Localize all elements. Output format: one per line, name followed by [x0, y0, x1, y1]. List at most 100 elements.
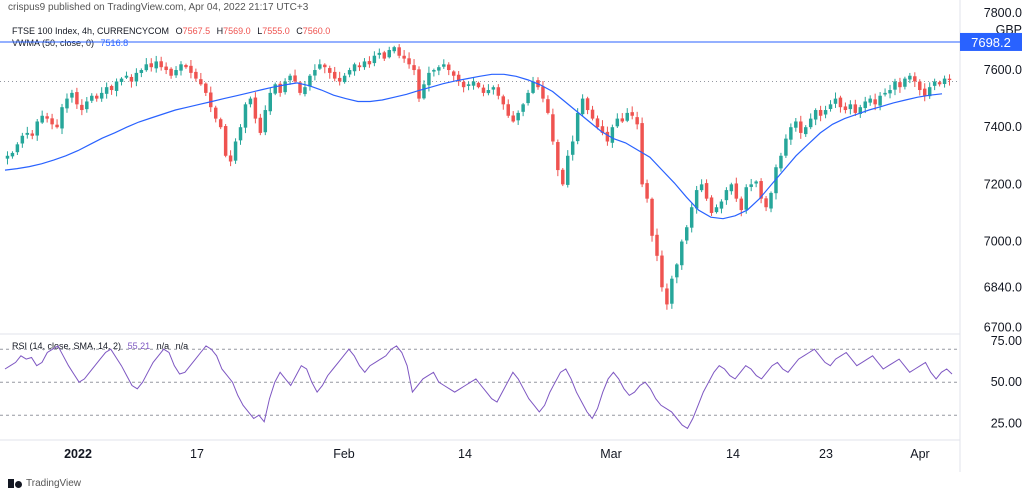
price-tick-label: 7000.0	[984, 235, 1022, 249]
rsi-value: 55.21	[127, 341, 151, 351]
candle-body	[784, 138, 788, 156]
candle-body	[104, 87, 109, 94]
candle-body	[164, 66, 168, 71]
candle-body	[442, 64, 446, 67]
rsi-tick-label: 50.00	[991, 375, 1022, 389]
close-value: 7560.0	[302, 26, 331, 36]
candle-body	[575, 112, 580, 142]
price-marker-label: 7698.2	[971, 35, 1011, 50]
candle-body	[799, 121, 803, 133]
candle-body	[293, 75, 297, 82]
candle-body	[823, 110, 828, 115]
candle-body	[551, 114, 555, 142]
time-tick-label: 2022	[64, 447, 92, 461]
candle-body	[412, 65, 416, 71]
candle-body	[808, 118, 813, 128]
rsi-label: RSI (14, close, SMA, 14, 2)	[12, 341, 122, 351]
candle-body	[813, 110, 818, 120]
candle-body	[318, 64, 322, 69]
price-marker-bg	[960, 32, 1022, 51]
price-tick-label: 7400.0	[984, 120, 1022, 134]
candle-body	[769, 192, 773, 209]
candle-body	[868, 98, 872, 103]
candle-body	[878, 95, 882, 106]
open-value: 7567.5	[182, 26, 211, 36]
candle-body	[605, 131, 610, 142]
candle-body	[481, 87, 486, 93]
candle-body	[258, 117, 263, 133]
candle-body	[323, 64, 327, 68]
candle-body	[491, 87, 496, 90]
candle-body	[561, 169, 565, 185]
candle-body	[397, 47, 401, 56]
publisher-line: crispus9 published on TradingView.com, A…	[8, 2, 309, 13]
candle-body	[615, 118, 620, 127]
candle-body	[719, 201, 724, 209]
candle-body	[516, 112, 520, 121]
rsi-legend: RSI (14, close, SMA, 14, 2) 55.21 n/a n/…	[12, 341, 188, 351]
candle-body	[471, 81, 476, 86]
candle-body	[387, 50, 391, 58]
candle-body	[898, 82, 902, 88]
candle-body	[655, 234, 659, 256]
candle-body	[218, 119, 223, 128]
low-label: L	[257, 26, 263, 36]
candle-body	[268, 92, 272, 112]
candle-body	[754, 181, 758, 184]
candle-body	[590, 109, 595, 119]
candle-body	[342, 75, 347, 83]
candle-body	[233, 141, 238, 161]
candle-body	[40, 115, 44, 123]
vwma-line	[4, 73, 943, 220]
candle-body	[789, 127, 793, 140]
tradingview-logo-icon	[8, 479, 22, 488]
candle-body	[466, 84, 471, 86]
candle-body	[422, 84, 426, 99]
candle-body	[238, 127, 243, 141]
candle-body	[804, 127, 808, 135]
time-tick-label: Apr	[910, 447, 929, 461]
low-value: 7555.0	[262, 26, 290, 36]
candle-body	[75, 92, 79, 105]
candle-body	[456, 74, 461, 82]
candle-body	[427, 72, 431, 86]
candle-body	[794, 121, 798, 128]
candle-body	[665, 288, 669, 305]
candle-body	[511, 115, 515, 122]
candle-body	[407, 58, 411, 65]
candle-body	[675, 264, 679, 278]
candle-body	[685, 227, 689, 241]
rsi-tick-label: 25.00	[991, 416, 1022, 430]
candle-body	[873, 99, 877, 105]
candle-body	[764, 198, 768, 208]
time-tick-label: 23	[819, 447, 833, 461]
candle-body	[204, 83, 208, 93]
candle-body	[278, 83, 282, 93]
candle-body	[144, 64, 149, 71]
candle-body	[209, 92, 213, 108]
candle-body	[610, 127, 615, 143]
price-tick-label: 7800.0	[984, 6, 1022, 20]
candle-body	[744, 187, 748, 210]
candle-body	[139, 70, 144, 73]
price-tick-label: 7200.0	[984, 177, 1022, 191]
candle-body	[402, 55, 406, 59]
candle-body	[888, 90, 892, 94]
candle-body	[903, 78, 907, 87]
candle-body	[70, 92, 74, 98]
candle-body	[303, 87, 307, 95]
candle-body	[937, 82, 942, 85]
candle-body	[362, 61, 367, 68]
candle-body	[625, 112, 629, 121]
candle-body	[521, 104, 525, 112]
candle-body	[570, 141, 575, 155]
candle-body	[154, 61, 158, 69]
vwma-label: VWMA (50, close, 0)	[12, 38, 95, 48]
candle-body	[531, 81, 535, 93]
candle-body	[546, 99, 550, 113]
candle-body	[347, 70, 352, 75]
vwma-legend: VWMA (50, close, 0) 7516.8	[12, 38, 128, 48]
candle-body	[739, 198, 744, 211]
candle-body	[496, 87, 501, 96]
